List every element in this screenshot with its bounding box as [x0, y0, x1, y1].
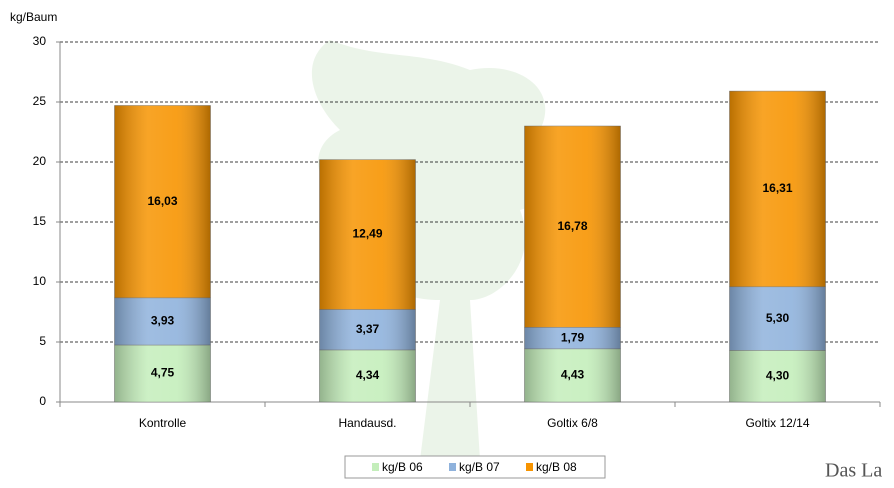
legend-swatch: [526, 463, 533, 471]
y-tick-label: 15: [33, 214, 47, 228]
bar-shading: [114, 105, 211, 298]
data-label: 16,03: [147, 194, 177, 208]
y-tick-label: 0: [39, 394, 46, 408]
bar-shading: [114, 345, 211, 402]
data-label: 3,93: [151, 314, 175, 328]
data-label: 4,75: [151, 366, 175, 380]
x-tick-label: Goltix 6/8: [547, 416, 598, 430]
x-tick-label: Kontrolle: [139, 416, 187, 430]
data-label: 4,30: [766, 368, 790, 382]
y-axis-label: kg/Baum: [10, 10, 57, 24]
footer-logo-text: Das La: [825, 460, 882, 482]
bar-shading: [729, 350, 826, 402]
x-tick-label: Handausd.: [338, 416, 396, 430]
data-label: 12,49: [352, 227, 382, 241]
data-label: 16,78: [557, 219, 587, 233]
data-label: 16,31: [762, 181, 792, 195]
y-tick-label: 25: [33, 94, 47, 108]
legend-box: [344, 455, 606, 479]
legend-swatch: [449, 463, 456, 471]
legend-label: kg/B 07: [459, 460, 500, 474]
data-label: 1,79: [561, 330, 585, 344]
bar-shading: [524, 126, 621, 328]
bar-shading: [319, 349, 416, 402]
x-tick-label: Goltix 12/14: [745, 416, 809, 430]
bar-shading: [524, 348, 621, 402]
legend: kg/B 06 kg/B 07 kg/B 08: [344, 455, 606, 479]
legend-label: kg/B 06: [382, 460, 423, 474]
bar-shading: [319, 159, 416, 310]
bar-shading: [729, 286, 826, 351]
bar-shading: [114, 297, 211, 345]
y-tick-label: 5: [39, 334, 46, 348]
data-label: 3,37: [356, 322, 380, 336]
bar-shading: [319, 309, 416, 350]
data-label: 5,30: [766, 311, 790, 325]
legend-label: kg/B 08: [536, 460, 577, 474]
bar-shading: [729, 91, 826, 287]
legend-swatch: [372, 463, 379, 471]
data-label: 4,43: [561, 368, 585, 382]
background-logo: [311, 40, 562, 460]
y-tick-label: 10: [33, 274, 47, 288]
data-label: 4,34: [356, 368, 380, 382]
bar-shading: [524, 327, 621, 349]
y-tick-label: 20: [33, 154, 47, 168]
y-tick-label: 30: [33, 34, 47, 48]
